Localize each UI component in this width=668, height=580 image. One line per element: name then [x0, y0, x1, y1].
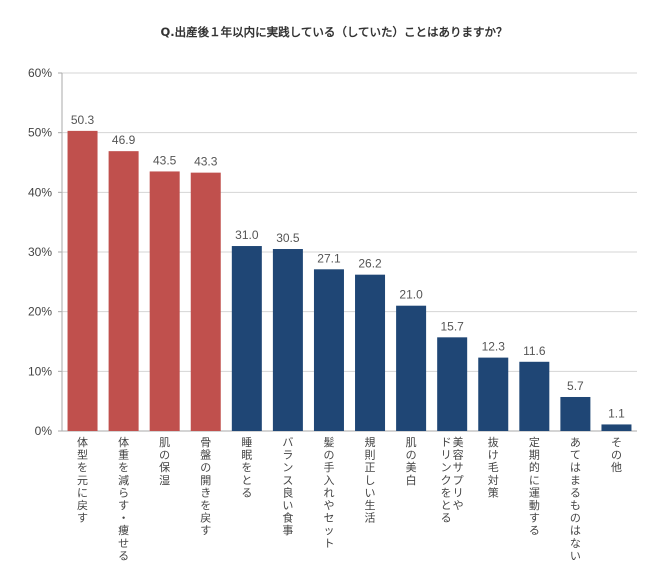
y-tick-label: 0% — [35, 424, 53, 438]
y-tick-label: 20% — [28, 305, 52, 319]
bar — [355, 274, 386, 431]
y-tick-label: 30% — [28, 245, 52, 259]
category-label: 肌の保湿 — [159, 436, 170, 487]
value-label: 26.2 — [358, 257, 382, 271]
category-label: 定期的に運動する — [529, 435, 540, 537]
bar — [231, 246, 262, 431]
bar — [149, 171, 180, 431]
category-label: 肌の美白 — [406, 436, 417, 487]
bar — [313, 269, 344, 431]
value-label: 12.3 — [482, 340, 506, 354]
value-label: 21.0 — [399, 288, 423, 302]
value-label: 43.5 — [153, 153, 177, 167]
bar — [437, 337, 468, 431]
y-tick-label: 60% — [28, 66, 52, 80]
value-label: 31.0 — [235, 228, 259, 242]
chart-title: Q.出産後１年以内に実践している（していた）ことはありますか？ — [161, 25, 508, 39]
bar — [108, 151, 139, 431]
gridlines — [58, 72, 637, 432]
bar — [519, 361, 550, 431]
value-label: 30.5 — [276, 231, 300, 245]
value-label: 11.6 — [523, 344, 546, 358]
bar — [190, 172, 221, 432]
bar — [601, 424, 632, 431]
value-label: 50.3 — [71, 113, 95, 127]
value-labels: 50.3 46.9 43.5 43.3 31.0 30.5 27.1 26.2 21.0 15.7… — [71, 113, 625, 421]
bar — [396, 305, 427, 431]
bar — [67, 130, 98, 432]
y-tick-label: 40% — [28, 185, 52, 199]
value-label: 1.1 — [608, 406, 625, 420]
category-label: 規則正しい生活 — [365, 435, 376, 525]
category-label: あてはまるものはない — [570, 436, 581, 562]
bars — [67, 130, 632, 432]
bar — [478, 357, 509, 431]
bar — [560, 396, 591, 431]
value-label: 43.3 — [194, 155, 218, 169]
value-label: 15.7 — [440, 319, 464, 333]
category-label: 骨盤の開きを戻す — [200, 436, 211, 537]
y-axis-ticks: 0% 10% 20% 30% 40% 50% 60% — [28, 66, 52, 438]
category-label: 睡眠をとる — [241, 436, 252, 499]
category-label: 体型を元に戻す — [77, 435, 88, 525]
category-label: バランス良い食事 — [282, 436, 293, 537]
y-tick-label: 10% — [28, 364, 52, 378]
category-labels: 体型を元に戻す 体重を減らす・痩せる 肌の保湿 骨盤の開きを戻す 睡眠をとる バランス良い… — [77, 435, 622, 562]
category-label: 抜け毛対策 — [488, 435, 499, 499]
y-tick-label: 50% — [28, 126, 52, 140]
value-label: 46.9 — [112, 133, 136, 147]
category-label: その他 — [611, 436, 622, 474]
bar — [272, 249, 303, 431]
category-label: 髪の手入れやセット — [323, 435, 334, 550]
value-label: 27.1 — [317, 251, 341, 265]
value-label: 5.7 — [567, 379, 584, 393]
category-label: 体重を減らす・痩せる — [118, 435, 129, 562]
category-label: 美容サプリやドリンクをとる — [441, 436, 464, 525]
